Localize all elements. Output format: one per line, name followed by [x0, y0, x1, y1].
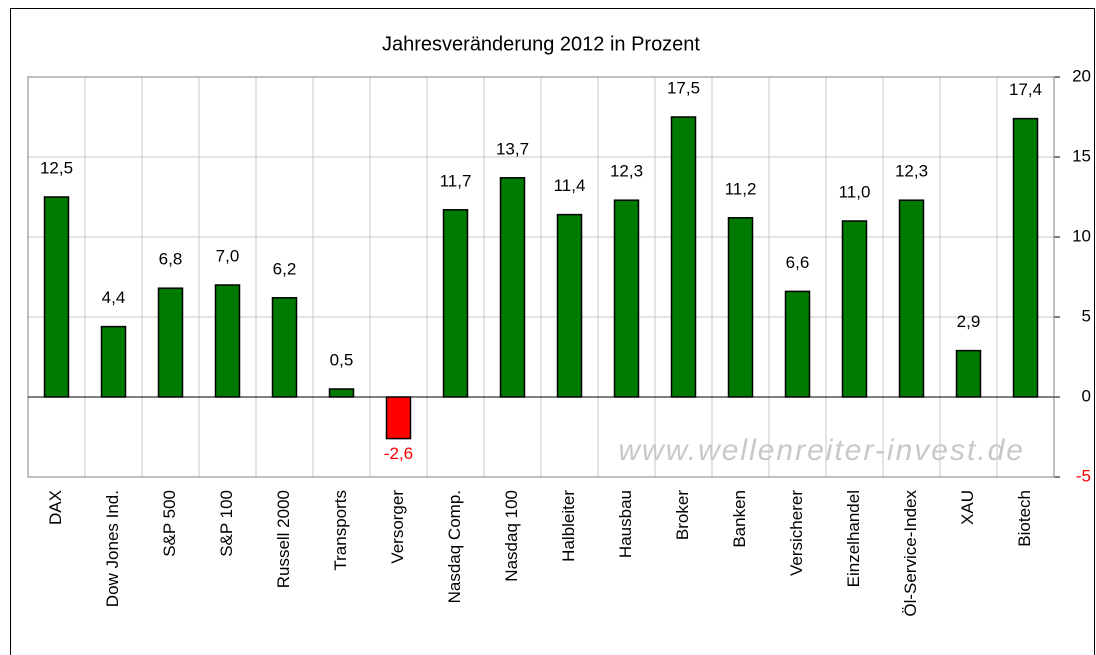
bar [841, 220, 868, 398]
x-tick-label: Biotech [1015, 490, 1034, 547]
x-tick-label: Einzelhandel [844, 490, 863, 587]
y-tick-label: 20 [1072, 66, 1091, 85]
x-tick-label: Broker [673, 490, 692, 540]
y-tick-label: 10 [1072, 226, 1091, 245]
value-label: 6,6 [786, 253, 810, 272]
value-label: 12,3 [610, 162, 643, 181]
bar [385, 396, 412, 440]
bar [328, 388, 355, 398]
x-tick-label: DAX [46, 490, 65, 525]
value-label: 6,2 [273, 259, 297, 278]
bar [499, 177, 526, 398]
bar [271, 297, 298, 398]
y-tick-label: -5 [1076, 466, 1091, 485]
value-label: 2,9 [957, 312, 981, 331]
bar [1012, 117, 1039, 398]
x-tick-label: Nasdaq Comp. [445, 490, 464, 603]
bar [43, 196, 70, 398]
bar [100, 325, 127, 398]
value-label: 13,7 [496, 139, 529, 158]
bar [898, 199, 925, 398]
value-label: 17,4 [1009, 80, 1042, 99]
bar [955, 349, 982, 398]
y-tick-label: 5 [1082, 306, 1091, 325]
value-label: 11,2 [725, 179, 757, 198]
bar [727, 217, 754, 398]
x-tick-label: Transports [331, 490, 350, 571]
value-label: 0,5 [330, 350, 354, 369]
bar [784, 290, 811, 398]
bar [613, 199, 640, 398]
bar [670, 116, 697, 398]
x-tick-label: Öl-Service-Index [901, 490, 920, 617]
bar [157, 287, 184, 398]
x-tick-label: Dow Jones Ind. [103, 490, 122, 607]
x-tick-label: Nasdaq 100 [502, 490, 521, 582]
x-tick-label: Halbleiter [559, 490, 578, 562]
value-label: -2,6 [384, 444, 413, 463]
value-label: 17,5 [667, 78, 700, 97]
value-label: 6,8 [159, 250, 183, 269]
bar [214, 284, 241, 398]
x-tick-label: Russell 2000 [274, 490, 293, 588]
y-tick-label: 0 [1082, 386, 1091, 405]
x-tick-label: S&P 100 [217, 490, 236, 557]
x-tick-label: Hausbau [616, 490, 635, 558]
value-label: 7,0 [216, 246, 240, 265]
value-label: 12,5 [40, 158, 73, 177]
bar [556, 213, 583, 398]
x-tick-label: S&P 500 [160, 490, 179, 557]
value-label: 11,4 [554, 176, 586, 195]
x-tick-label: XAU [958, 490, 977, 525]
plot-border [27, 76, 1055, 478]
chart-title: Jahresveränderung 2012 in Prozent [382, 33, 700, 55]
x-tick-label: Banken [730, 490, 749, 548]
bar [442, 209, 469, 398]
watermark: www.wellenreiter-invest.de [618, 434, 1025, 467]
x-tick-label: Versorger [388, 490, 407, 564]
x-tick-label: Versicherer [787, 490, 806, 576]
value-label: 11,0 [839, 182, 871, 201]
value-label: 4,4 [102, 288, 126, 307]
value-label: 12,3 [895, 162, 928, 181]
value-label: 11,7 [440, 171, 472, 190]
y-tick-label: 15 [1072, 146, 1091, 165]
